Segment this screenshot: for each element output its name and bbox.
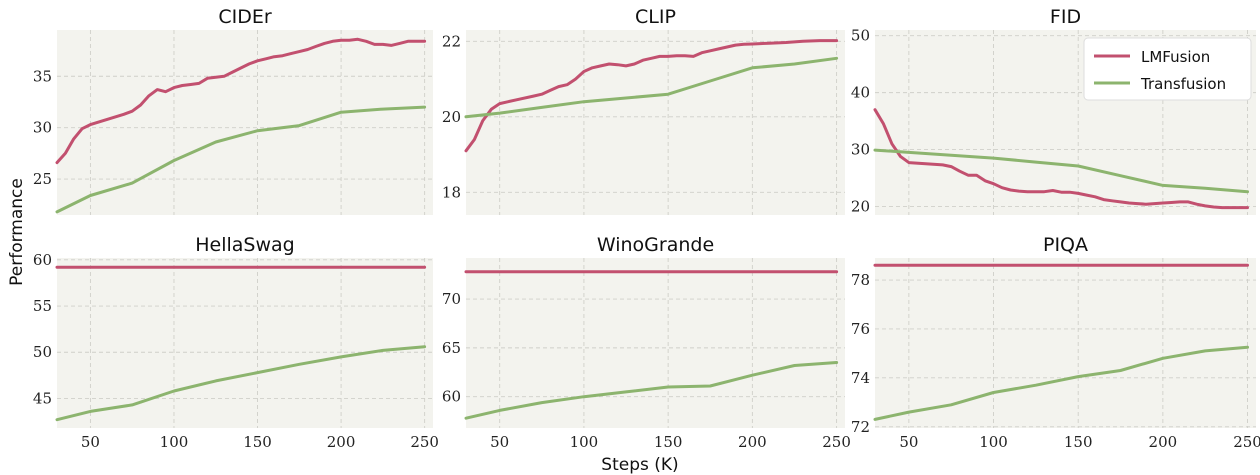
plot-area-winogrande xyxy=(466,258,845,428)
series-line-transfusion xyxy=(55,105,427,214)
y-tick-label: 70 xyxy=(442,290,461,308)
series-line-transfusion xyxy=(55,345,427,422)
x-tick-label: 50 xyxy=(81,433,100,451)
panel-cider: 25 30 35 CIDEr xyxy=(33,6,433,215)
x-tick-label: 200 xyxy=(1149,433,1178,451)
y-tick-label: 30 xyxy=(851,141,870,159)
y-tick-label: 78 xyxy=(851,271,870,289)
plot-area-clip xyxy=(466,30,845,215)
y-tick-label: 60 xyxy=(442,388,461,406)
x-tick-label: 250 xyxy=(822,433,851,451)
panel-title-fid: FID xyxy=(1050,6,1081,28)
panel-title-hellaswag: HellaSwag xyxy=(195,234,294,256)
plot-area-hellaswag xyxy=(57,258,433,428)
x-tick-label: 100 xyxy=(160,433,189,451)
series-line-transfusion xyxy=(464,361,839,420)
x-tick-label: 50 xyxy=(490,433,509,451)
y-tick-label: 72 xyxy=(851,418,870,436)
y-tick-label: 22 xyxy=(442,32,461,50)
y-tick-label: 50 xyxy=(851,27,870,45)
y-tick-label: 76 xyxy=(851,320,870,338)
panel-title-piqa: PIQA xyxy=(1043,234,1088,256)
series-line-lmfusion xyxy=(873,108,1249,210)
panels: 25 30 35 CIDEr 18 20 22 CLIP 20 30 40 50 FID 50 100 150… xyxy=(33,6,1260,451)
y-tick-label: 20 xyxy=(851,197,870,215)
x-tick-label: 200 xyxy=(327,433,356,451)
legend: LMFusion Transfusion xyxy=(1083,37,1252,101)
series-line-lmfusion xyxy=(55,37,427,165)
y-tick-label: 40 xyxy=(851,84,870,102)
plot-area-cider xyxy=(57,30,433,215)
panel-piqa: 50 100 150 200 250 72 74 76 78 PIQA xyxy=(851,234,1260,451)
panel-clip: 18 20 22 CLIP xyxy=(442,6,845,215)
series-line-transfusion xyxy=(464,56,839,119)
y-tick-label: 55 xyxy=(33,297,52,315)
legend-label-transfusion: Transfusion xyxy=(1140,75,1226,93)
series-line-transfusion xyxy=(873,148,1249,194)
x-tick-label: 250 xyxy=(1233,433,1260,451)
x-tick-label: 150 xyxy=(1064,433,1093,451)
y-tick-label: 74 xyxy=(851,369,870,387)
x-tick-label: 150 xyxy=(654,433,683,451)
x-tick-label: 100 xyxy=(979,433,1008,451)
x-tick-label: 50 xyxy=(899,433,918,451)
x-tick-label: 250 xyxy=(410,433,439,451)
series-line-transfusion xyxy=(873,345,1249,421)
y-tick-label: 30 xyxy=(33,119,52,137)
y-tick-label: 25 xyxy=(33,170,52,188)
panel-winogrande: 50 100 150 200 250 60 65 70 WinoGrande xyxy=(442,234,851,451)
x-tick-label: 150 xyxy=(243,433,272,451)
panel-title-clip: CLIP xyxy=(635,6,676,28)
y-tick-label: 35 xyxy=(33,67,52,85)
y-tick-label: 65 xyxy=(442,339,461,357)
panel-hellaswag: 50 100 150 200 250 45 50 55 60 HellaSwag xyxy=(33,234,439,451)
legend-label-lmfusion: LMFusion xyxy=(1141,48,1210,66)
panel-fid: 20 30 40 50 FID xyxy=(851,6,1256,215)
y-tick-label: 45 xyxy=(33,389,52,407)
x-tick-label: 200 xyxy=(738,433,767,451)
y-tick-label: 50 xyxy=(33,343,52,361)
y-tick-label: 18 xyxy=(442,183,461,201)
x-axis-label: Steps (K) xyxy=(601,455,678,475)
panel-title-cider: CIDEr xyxy=(218,6,272,28)
y-tick-label: 20 xyxy=(442,108,461,126)
panel-title-winogrande: WinoGrande xyxy=(597,234,714,256)
y-axis-label: Performance xyxy=(7,178,27,286)
plot-area-piqa xyxy=(875,258,1256,428)
series-line-lmfusion xyxy=(464,39,839,153)
x-tick-label: 100 xyxy=(570,433,599,451)
y-tick-label: 60 xyxy=(33,251,52,269)
